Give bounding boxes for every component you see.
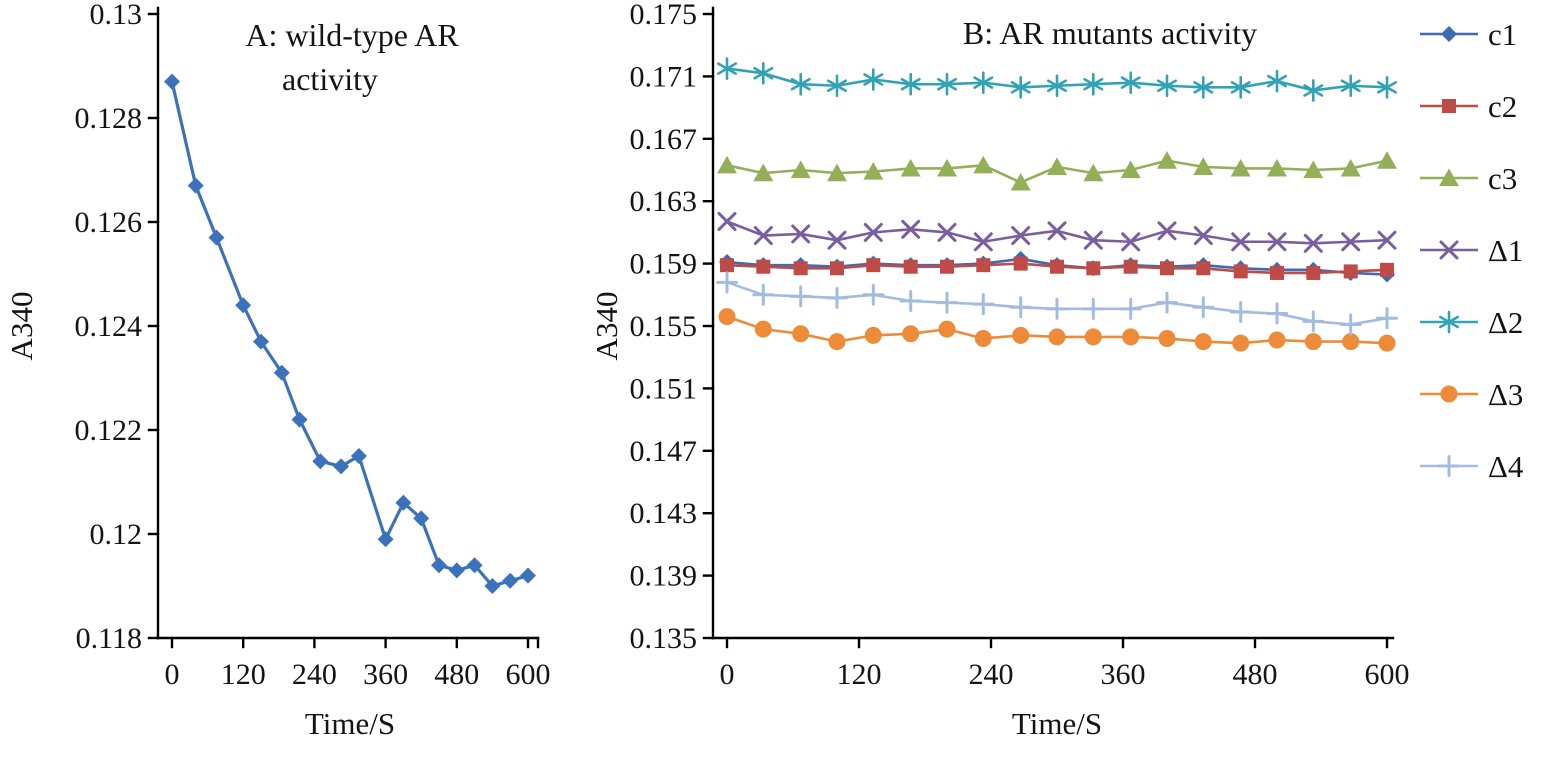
chart-a-wild-type: 0.118 0.12 0.122 0.124 0.126 0.128 0.13 0 120 240… bbox=[4, 0, 551, 741]
axes bbox=[147, 6, 540, 649]
series-Δ4 bbox=[716, 271, 1398, 336]
legend-item-Δ2: Δ2 bbox=[1420, 305, 1523, 340]
x-tick-label: 360 bbox=[1101, 658, 1146, 691]
y-tick-label: 0.128 bbox=[75, 102, 143, 135]
legend-label: Δ4 bbox=[1488, 449, 1524, 484]
legend-label: Δ3 bbox=[1488, 377, 1523, 412]
x-tick-label: 480 bbox=[434, 658, 479, 691]
chart-b-title: B: AR mutants activity bbox=[963, 15, 1257, 51]
chart-a-plot: 0.118 0.12 0.122 0.124 0.126 0.128 0.13 0 120 240… bbox=[75, 0, 551, 691]
legend-item-c1: c1 bbox=[1420, 17, 1517, 52]
legend: c1 c2 c3 Δ1 Δ2 Δ3 Δ4 bbox=[1420, 17, 1524, 484]
legend-label: Δ1 bbox=[1488, 233, 1523, 268]
y-tick-label: 0.163 bbox=[630, 185, 698, 218]
y-tick-label: 0.126 bbox=[75, 206, 143, 239]
x-tick-label: 240 bbox=[969, 658, 1014, 691]
y-tick-label: 0.155 bbox=[630, 310, 698, 343]
chart-a-x-axis-title: Time/S bbox=[305, 706, 395, 741]
series-c2 bbox=[720, 256, 1394, 280]
legend-item-Δ4: Δ4 bbox=[1420, 449, 1524, 484]
series-Δ1 bbox=[717, 211, 1397, 253]
y-tick-label: 0.167 bbox=[630, 123, 698, 156]
x-tick-label: 480 bbox=[1233, 658, 1278, 691]
chart-b-x-axis-title: Time/S bbox=[1012, 706, 1102, 741]
y-tick-label: 0.122 bbox=[75, 414, 143, 447]
chart-a-y-axis-title: A340 bbox=[4, 292, 39, 361]
legend-item-Δ3: Δ3 bbox=[1420, 377, 1523, 412]
series-wild-type AR bbox=[164, 73, 536, 594]
x-tick-label: 600 bbox=[1365, 658, 1410, 691]
legend-label: c2 bbox=[1488, 89, 1517, 124]
legend-label: c1 bbox=[1488, 17, 1517, 52]
x-tick-label: 0 bbox=[720, 658, 735, 691]
axes bbox=[702, 6, 1395, 649]
legend-label: c3 bbox=[1488, 161, 1517, 196]
x-tick-label: 120 bbox=[221, 658, 266, 691]
y-tick-label: 0.151 bbox=[630, 372, 698, 405]
chart-a-title-line1: A: wild-type AR bbox=[245, 17, 459, 53]
y-tick-label: 0.135 bbox=[630, 622, 698, 655]
chart-b-y-axis-title: A340 bbox=[589, 292, 624, 361]
chart-b-mutants: 0.135 0.139 0.143 0.147 0.151 0.155 0.159 0.163… bbox=[589, 0, 1524, 741]
y-tick-label: 0.12 bbox=[90, 518, 143, 551]
legend-item-c3: c3 bbox=[1420, 161, 1517, 196]
x-tick-label: 360 bbox=[363, 658, 408, 691]
legend-item-Δ1: Δ1 bbox=[1420, 233, 1523, 268]
series-Δ2 bbox=[717, 57, 1398, 102]
y-tick-label: 0.175 bbox=[630, 0, 698, 31]
y-tick-label: 0.159 bbox=[630, 248, 698, 281]
y-tick-label: 0.143 bbox=[630, 497, 698, 530]
legend-label: Δ2 bbox=[1488, 305, 1523, 340]
legend-item-c2: c2 bbox=[1420, 89, 1517, 124]
y-tick-label: 0.124 bbox=[75, 310, 143, 343]
series-line bbox=[170, 79, 530, 588]
y-tick-label: 0.147 bbox=[630, 435, 698, 468]
x-tick-label: 120 bbox=[837, 658, 882, 691]
y-tick-label: 0.139 bbox=[630, 560, 698, 593]
tick-labels: 0.118 0.12 0.122 0.124 0.126 0.128 0.13 0 120 240… bbox=[75, 0, 551, 691]
x-tick-label: 240 bbox=[292, 658, 337, 691]
y-tick-label: 0.118 bbox=[76, 622, 142, 655]
tick-labels: 0.135 0.139 0.143 0.147 0.151 0.155 0.159 0.163… bbox=[630, 0, 1410, 691]
y-tick-label: 0.171 bbox=[630, 60, 698, 93]
x-tick-label: 600 bbox=[506, 658, 551, 691]
chart-a-title-line2: activity bbox=[282, 61, 378, 97]
x-tick-label: 0 bbox=[165, 658, 180, 691]
series-Δ3 bbox=[718, 308, 1396, 352]
series-c3 bbox=[717, 151, 1397, 191]
chart-b-plot: 0.135 0.139 0.143 0.147 0.151 0.155 0.159 0.163… bbox=[630, 0, 1524, 691]
y-tick-label: 0.13 bbox=[90, 0, 143, 31]
